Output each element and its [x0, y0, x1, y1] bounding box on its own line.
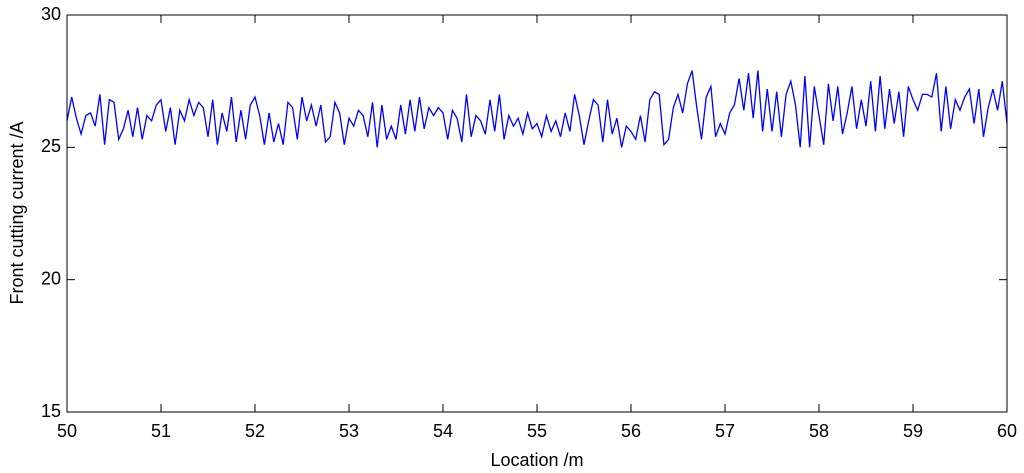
y-tick-label: 20	[41, 268, 61, 288]
x-tick-label: 52	[245, 421, 265, 441]
x-axis-label: Location /m	[490, 450, 583, 470]
plot-frame	[66, 14, 1008, 413]
x-tick-label: 58	[809, 421, 829, 441]
y-tick-label: 30	[41, 4, 61, 24]
x-tick-label: 55	[527, 421, 547, 441]
y-tick-label: 15	[41, 401, 61, 421]
x-tick-label: 54	[433, 421, 453, 441]
x-tick-label: 59	[903, 421, 923, 441]
y-tick-label: 25	[41, 136, 61, 156]
x-tick-label: 51	[151, 421, 171, 441]
x-tick-label: 56	[621, 421, 641, 441]
data-line	[66, 70, 1008, 148]
y-axis-label: Front cutting current /A	[7, 121, 27, 304]
x-tick-label: 50	[57, 421, 77, 441]
x-tick-label: 53	[339, 421, 359, 441]
x-tick-label: 60	[997, 421, 1017, 441]
x-tick-label: 57	[715, 421, 735, 441]
